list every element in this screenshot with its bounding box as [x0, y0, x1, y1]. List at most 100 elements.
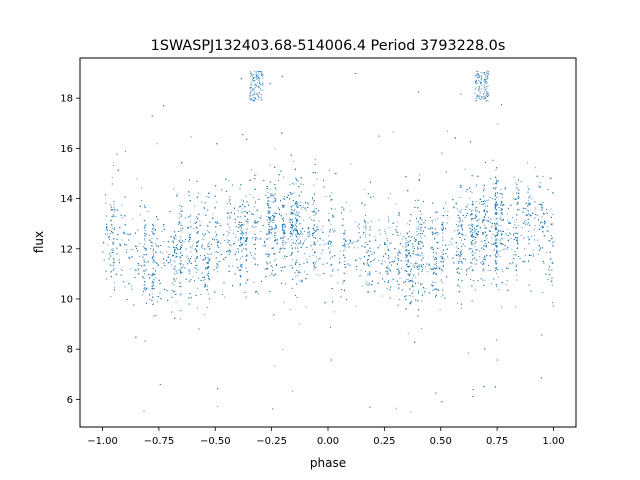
data-point: [474, 252, 476, 254]
data-point: [259, 217, 261, 218]
data-point: [189, 273, 191, 275]
data-point: [111, 265, 113, 267]
data-point: [113, 268, 115, 270]
data-point: [456, 224, 458, 225]
data-point: [401, 268, 402, 269]
data-point: [273, 218, 275, 220]
data-point: [468, 352, 469, 354]
data-point: [283, 258, 285, 259]
data-point: [161, 231, 163, 232]
data-point: [207, 225, 209, 227]
data-point: [237, 248, 239, 249]
data-point: [459, 251, 461, 253]
data-point: [416, 227, 418, 229]
data-point: [484, 205, 486, 207]
data-point: [196, 271, 198, 273]
data-point: [302, 205, 304, 207]
data-point: [313, 209, 315, 211]
data-point: [109, 233, 111, 234]
data-point: [245, 234, 247, 235]
data-point: [541, 207, 543, 209]
data-point: [291, 218, 293, 220]
data-point: [292, 213, 294, 215]
data-point: [379, 244, 381, 246]
data-point: [232, 265, 234, 267]
data-point: [417, 249, 419, 251]
data-point: [462, 229, 463, 231]
data-point: [417, 253, 419, 255]
data-point: [246, 259, 247, 261]
data-point: [498, 289, 500, 291]
data-point: [181, 254, 183, 256]
data-point: [228, 217, 230, 219]
data-point: [300, 231, 302, 233]
data-point: [542, 221, 544, 223]
data-point: [194, 205, 195, 207]
data-point: [171, 264, 172, 266]
data-point: [500, 250, 502, 252]
data-point: [304, 271, 305, 273]
data-point: [251, 255, 252, 256]
data-point: [458, 210, 460, 212]
data-point: [196, 227, 198, 229]
data-point: [543, 262, 545, 264]
data-point: [436, 242, 438, 244]
data-point: [344, 245, 346, 247]
data-point: [363, 226, 364, 228]
data-point: [367, 222, 369, 224]
data-point: [406, 239, 408, 241]
data-point: [311, 219, 313, 220]
data-point: [487, 217, 489, 218]
data-point: [316, 208, 317, 210]
data-point: [338, 262, 340, 264]
data-point: [161, 267, 163, 269]
data-point: [240, 239, 241, 241]
data-point: [154, 243, 156, 244]
data-point: [255, 222, 257, 224]
data-point: [274, 365, 276, 367]
data-point: [283, 234, 285, 235]
data-point: [218, 241, 220, 243]
data-point: [208, 293, 210, 295]
data-point: [396, 231, 398, 233]
data-points: [102, 70, 555, 413]
data-point: [389, 289, 391, 291]
data-point: [113, 227, 115, 229]
data-point: [243, 211, 245, 212]
data-point: [255, 226, 257, 228]
data-point: [180, 318, 182, 320]
data-point: [162, 253, 164, 254]
data-point: [358, 257, 360, 259]
data-point: [282, 349, 284, 350]
data-point: [305, 306, 307, 308]
data-point: [180, 310, 182, 312]
data-point: [402, 238, 403, 240]
data-point: [276, 243, 278, 245]
data-point: [112, 248, 114, 250]
data-point: [272, 266, 273, 268]
data-point: [284, 248, 286, 249]
data-point: [191, 247, 193, 249]
data-point: [282, 198, 284, 200]
data-point: [207, 307, 209, 308]
data-point: [397, 267, 399, 269]
data-point: [113, 207, 115, 208]
data-point: [339, 250, 341, 252]
data-point: [242, 208, 244, 210]
data-point: [420, 327, 422, 329]
data-point: [496, 179, 497, 181]
data-point: [403, 235, 404, 237]
data-point: [344, 242, 345, 244]
data-point: [175, 265, 176, 267]
data-point: [274, 212, 276, 214]
data-point: [418, 180, 420, 181]
data-point: [293, 183, 294, 185]
data-point: [541, 226, 543, 227]
data-point: [267, 197, 268, 199]
data-point: [167, 246, 169, 248]
data-point: [319, 274, 321, 276]
data-point: [497, 225, 499, 227]
data-point: [540, 248, 542, 250]
data-point: [217, 271, 218, 273]
data-point: [110, 256, 111, 257]
